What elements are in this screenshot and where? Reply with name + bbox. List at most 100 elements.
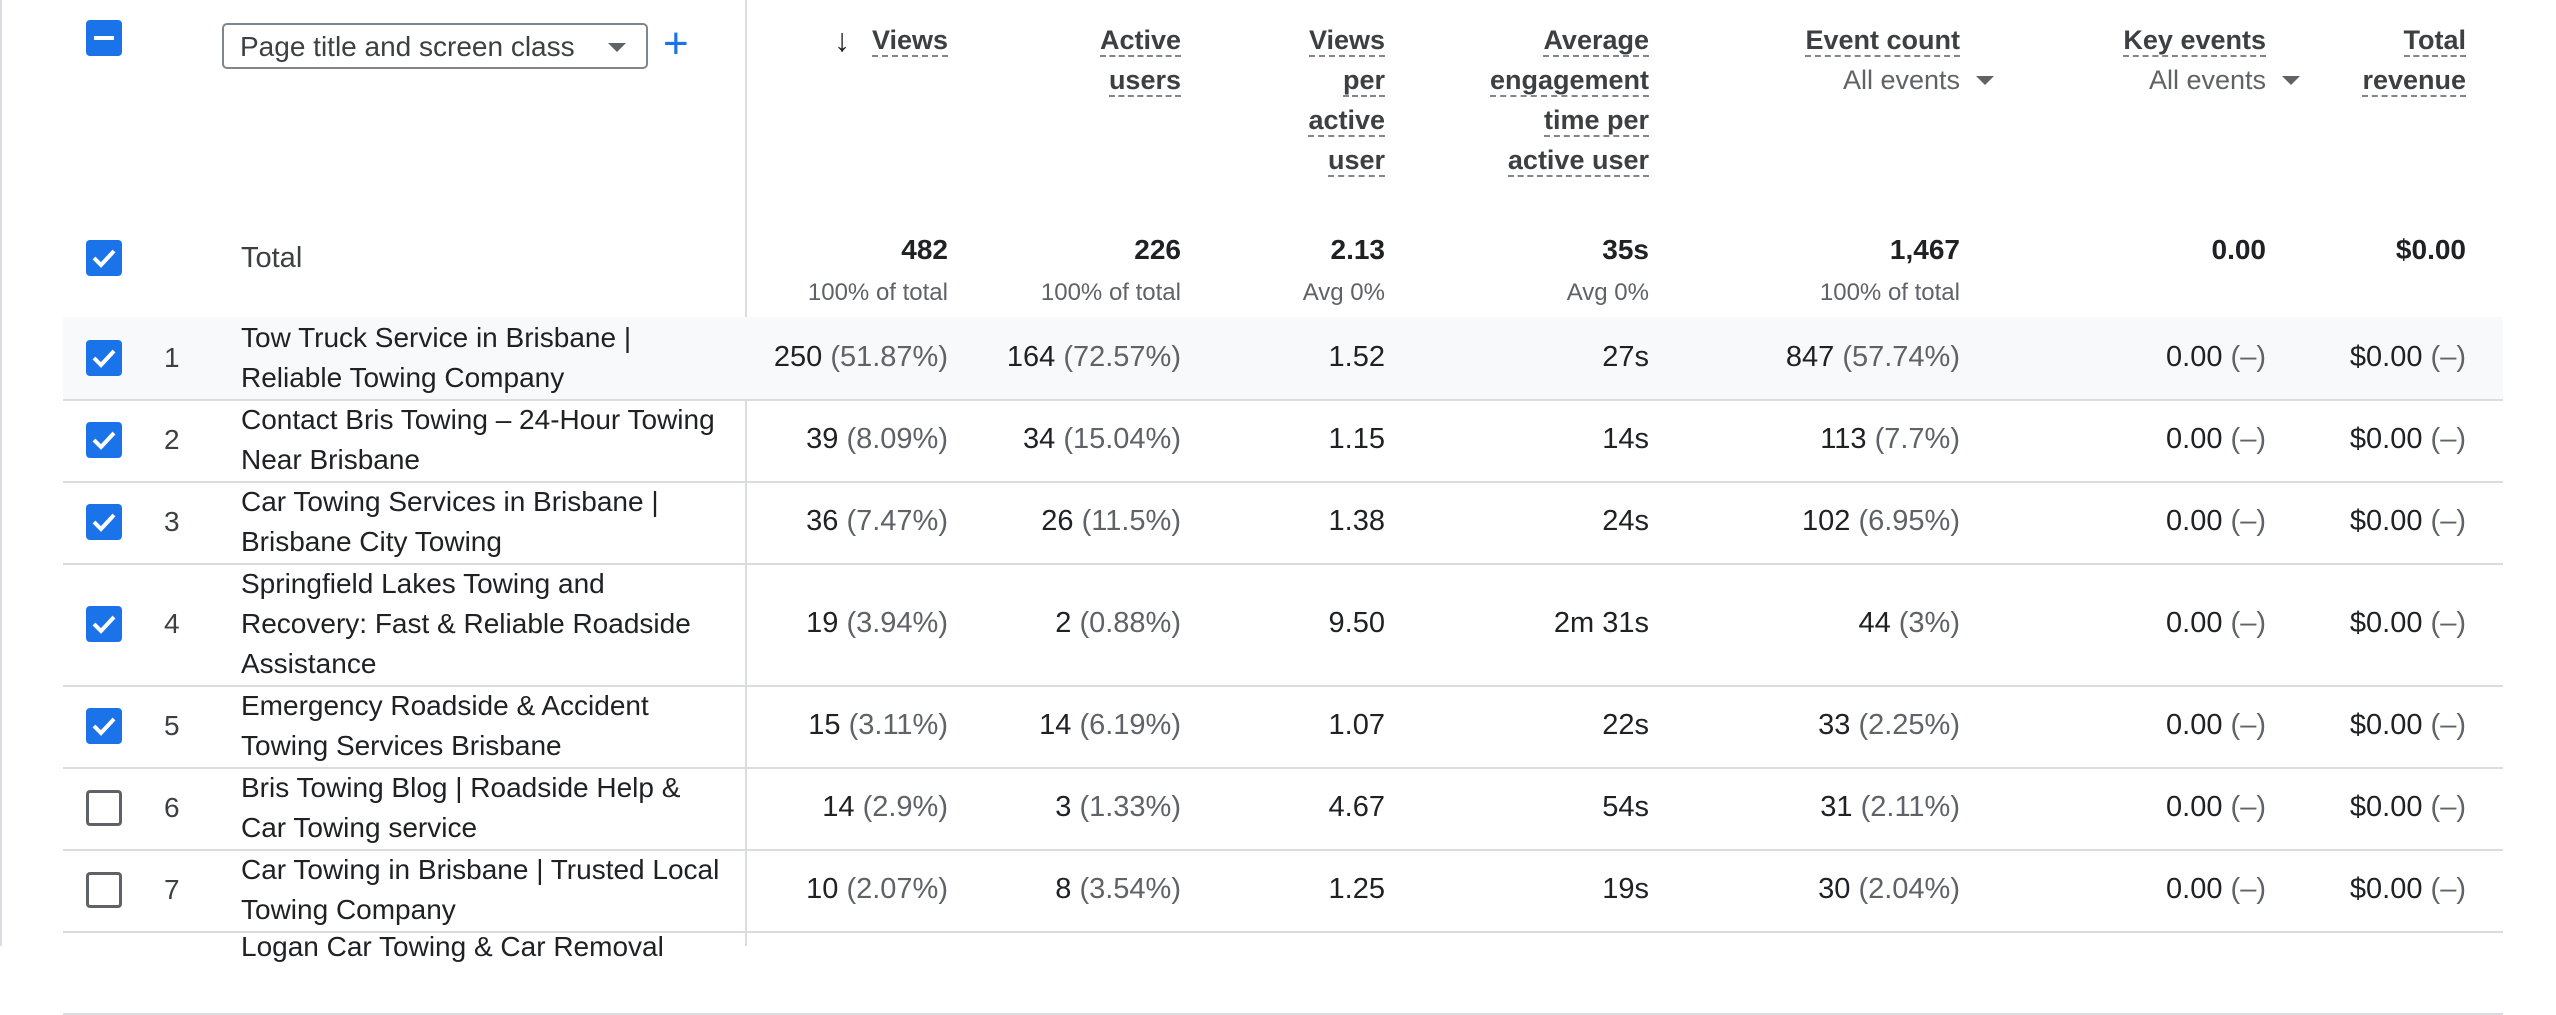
cell-value: 39 <box>806 423 839 455</box>
metric-filter-select[interactable]: All events <box>1805 60 1994 100</box>
cell-percent: (72.57%) <box>1055 341 1181 373</box>
cell-value: $0.00 <box>2349 873 2423 905</box>
cell-value: $0.00 <box>2349 791 2423 823</box>
row-number: 1 <box>164 342 180 373</box>
dimension-select[interactable]: Page title and screen class <box>222 23 648 69</box>
row-number: 7 <box>164 874 180 905</box>
cell-value: $0.00 <box>2349 709 2423 741</box>
cell-value: 26 <box>1041 505 1074 537</box>
cell-views-per-active-user: 1.38 <box>1329 505 1385 538</box>
row-page-title[interactable]: Bris Towing Blog | Roadside Help & Car T… <box>241 772 681 843</box>
cell-active-users: 3 (1.33%) <box>1055 791 1181 824</box>
row-checkbox[interactable] <box>86 504 122 540</box>
row-page-title[interactable]: Emergency Roadside & Accident Towing Ser… <box>241 690 649 761</box>
table-row[interactable]: 2 Contact Bris Towing – 24-Hour Towing Ne… <box>63 399 2503 483</box>
cell-percent: (–) <box>2222 873 2266 905</box>
cell-value: 4.67 <box>1328 791 1385 823</box>
table-row[interactable]: 4 Springfield Lakes Towing and Recovery: … <box>63 563 2503 687</box>
table-row[interactable]: 7 Car Towing in Brisbane | Trusted Local … <box>63 849 2503 933</box>
column-header-text: time per <box>1543 105 1649 137</box>
column-header-text: Event count <box>1805 25 1960 57</box>
cell-active-users: 8 (3.54%) <box>1055 873 1181 906</box>
table-row[interactable]: 1 Tow Truck Service in Brisbane | Reliabl… <box>63 317 2503 401</box>
cell-views: 250 (51.87%) <box>774 341 948 374</box>
row-page-title[interactable]: Tow Truck Service in Brisbane | Reliable… <box>241 322 632 393</box>
total-views-per-active-user: 2.13 <box>1330 234 1386 265</box>
cell-value: 9.50 <box>1328 607 1385 639</box>
column-header-views-per-active-user[interactable]: Views per active user <box>1308 20 1385 180</box>
cell-views-per-active-user: 4.67 <box>1329 791 1385 824</box>
add-dimension-button[interactable]: + <box>663 19 689 68</box>
cell-views-per-active-user: 1.25 <box>1329 873 1385 906</box>
column-header-text: user <box>1327 145 1385 177</box>
row-page-title[interactable]: Car Towing Services in Brisbane | Brisba… <box>241 486 659 557</box>
cell-value: 8 <box>1055 873 1072 905</box>
cell-percent: (11.5%) <box>1073 505 1181 537</box>
row-checkbox[interactable] <box>86 422 122 458</box>
total-event-count: 1,467 <box>1889 234 1960 265</box>
cell-key-events: 0.00 (–) <box>2166 341 2266 374</box>
cell-avg-engagement-time: 19s <box>1602 873 1649 906</box>
cell-views-per-active-user: 1.52 <box>1329 341 1385 374</box>
cell-active-users: 14 (6.19%) <box>1039 709 1181 742</box>
table-row[interactable]: 5 Emergency Roadside & Accident Towing Se… <box>63 685 2503 769</box>
table-row[interactable]: Logan Car Towing & Car Removal <box>63 931 2503 1015</box>
column-header-total-revenue[interactable]: Total revenue <box>2362 20 2466 100</box>
total-active-users: 226 <box>1134 234 1181 265</box>
checkmark-icon <box>92 249 116 268</box>
row-number: 6 <box>164 792 180 823</box>
column-header-avg-engagement-time[interactable]: Average engagement time per active user <box>1489 20 1649 180</box>
row-page-title[interactable]: Car Towing in Brisbane | Trusted Local T… <box>241 854 720 925</box>
cell-percent: (57.74%) <box>1834 341 1960 373</box>
total-total-revenue: $0.00 <box>2395 234 2466 265</box>
row-page-title[interactable]: Logan Car Towing & Car Removal <box>241 931 664 962</box>
cell-value: 250 <box>773 341 823 373</box>
column-header-text: users <box>1108 65 1181 97</box>
cell-value: 113 <box>1820 423 1867 455</box>
cell-avg-engagement-time: 24s <box>1602 505 1649 538</box>
row-page-title[interactable]: Contact Bris Towing – 24-Hour Towing Nea… <box>241 404 715 475</box>
row-checkbox[interactable] <box>86 790 122 826</box>
cell-percent: (–) <box>2422 791 2466 823</box>
total-views-per-active-user-note: Avg 0% <box>1302 279 1385 306</box>
cell-value: 33 <box>1818 709 1851 741</box>
select-all-checkbox[interactable] <box>86 20 122 56</box>
cell-event-count: 847 (57.74%) <box>1786 341 1960 374</box>
cell-views-per-active-user: 9.50 <box>1329 607 1385 640</box>
row-number: 5 <box>164 710 180 741</box>
row-page-title[interactable]: Springfield Lakes Towing and Recovery: F… <box>241 568 691 679</box>
cell-percent: (51.87%) <box>822 341 948 373</box>
column-header-views[interactable]: ↓ Views <box>834 20 948 60</box>
table-row[interactable]: 6 Bris Towing Blog | Roadside Help & Car … <box>63 767 2503 851</box>
column-header-active-users[interactable]: Active users <box>1099 20 1181 100</box>
table-row[interactable]: 3 Car Towing Services in Brisbane | Brisb… <box>63 481 2503 565</box>
cell-percent: (–) <box>2222 607 2266 639</box>
cell-value: 14s <box>1602 423 1649 455</box>
total-avg-engagement-time-note: Avg 0% <box>1566 279 1649 306</box>
totals-checkbox[interactable] <box>86 240 122 276</box>
cell-value: 3 <box>1055 791 1072 823</box>
column-header-key-events[interactable]: Key events All events <box>2123 20 2300 100</box>
cell-value: 36 <box>806 505 839 537</box>
row-checkbox[interactable] <box>86 872 122 908</box>
column-header-text: Average <box>1543 25 1649 57</box>
cell-key-events: 0.00 (–) <box>2166 423 2266 456</box>
cell-percent: (2.07%) <box>838 873 948 905</box>
metric-filter-label: All events <box>2148 65 2266 95</box>
row-checkbox[interactable] <box>86 708 122 744</box>
cell-percent: (7.47%) <box>838 505 948 537</box>
cell-value: 22s <box>1602 709 1649 741</box>
cell-value: 27s <box>1602 341 1649 373</box>
cell-percent: (3%) <box>1890 607 1960 639</box>
row-checkbox[interactable] <box>86 340 122 376</box>
cell-percent: (7.7%) <box>1866 423 1960 455</box>
column-header-event-count[interactable]: Event count All events <box>1805 20 1994 100</box>
cell-value: $0.00 <box>2349 423 2423 455</box>
cell-percent: (–) <box>2222 423 2266 455</box>
cell-value: 14 <box>822 791 855 823</box>
cell-views-per-active-user: 1.07 <box>1329 709 1385 742</box>
checkmark-icon <box>92 349 116 368</box>
row-checkbox[interactable] <box>86 606 122 642</box>
metric-filter-select[interactable]: All events <box>2123 60 2300 100</box>
cell-percent: (–) <box>2422 505 2466 537</box>
